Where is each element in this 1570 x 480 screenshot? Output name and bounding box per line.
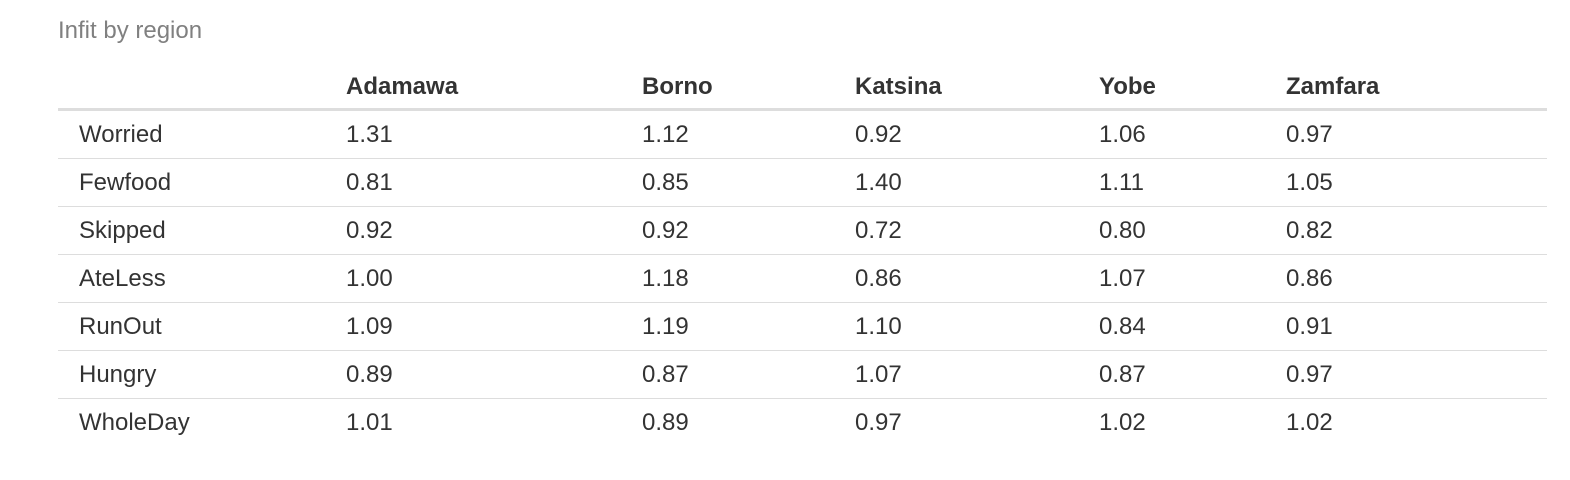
table-cell: 1.06 <box>1099 120 1146 148</box>
row-label: Hungry <box>58 350 346 399</box>
table-cell: 1.19 <box>642 302 855 351</box>
table-cell: 1.07 <box>855 350 1099 399</box>
table-cell: 0.87 <box>642 350 855 399</box>
table-cell: 0.91 <box>1286 302 1547 351</box>
table-cell: 1.31 <box>346 120 393 148</box>
table-cell: 1.00 <box>346 254 642 303</box>
column-header-borno: Borno <box>642 66 855 111</box>
table-cell: 0.92 <box>855 120 902 148</box>
table-row: Hungry 0.89 0.87 1.07 0.87 0.97 <box>58 350 1547 399</box>
table-cell: 1.02 <box>1286 398 1547 446</box>
table-cell: 0.80 <box>1099 206 1286 255</box>
table-cell: 1.02 <box>1099 398 1286 446</box>
table-cell: 0.97 <box>855 398 1099 446</box>
table-row: RunOut 1.09 1.19 1.10 0.84 0.91 <box>58 302 1547 351</box>
table-row: Skipped 0.92 0.92 0.72 0.80 0.82 <box>58 206 1547 255</box>
row-label: Skipped <box>58 206 346 255</box>
table-cell: 1.12 <box>642 120 689 148</box>
table-row: AteLess 1.00 1.18 0.86 1.07 0.86 <box>58 254 1547 303</box>
table-cell: 0.84 <box>1099 302 1286 351</box>
column-header-zamfara: Zamfara <box>1286 66 1547 111</box>
table-cell: 0.85 <box>642 158 855 207</box>
table-cell: 0.92 <box>642 206 855 255</box>
table-header: Adamawa Borno Katsina Yobe Zamfara <box>58 66 1547 111</box>
row-label: Worried <box>79 120 163 148</box>
column-header-katsina: Katsina <box>855 66 1099 111</box>
table-cell: 0.92 <box>346 206 642 255</box>
table-cell: 0.86 <box>855 254 1099 303</box>
table-cell: 0.72 <box>855 206 1099 255</box>
row-label: RunOut <box>58 302 346 351</box>
table-cell: 1.10 <box>855 302 1099 351</box>
table-body: Worried 1.31 1.12 0.92 1.06 0.97 Fewfood… <box>58 110 1547 446</box>
table-cell: 1.40 <box>855 158 1099 207</box>
column-header-adamawa: Adamawa <box>346 66 642 111</box>
table-cell: 1.11 <box>1099 158 1286 207</box>
table-cell: 1.01 <box>346 398 642 446</box>
table-cell: 1.07 <box>1099 254 1286 303</box>
table-row: Fewfood 0.81 0.85 1.40 1.11 1.05 <box>58 158 1547 207</box>
infit-table: Adamawa Borno Katsina Yobe Zamfara Worri… <box>58 66 1547 446</box>
table-cell: 0.89 <box>642 398 855 446</box>
table-cell: 0.82 <box>1286 206 1547 255</box>
table-cell: 1.09 <box>346 302 642 351</box>
row-label: Fewfood <box>58 158 346 207</box>
table-cell: 0.86 <box>1286 254 1547 303</box>
table-row: Worried 1.31 1.12 0.92 1.06 0.97 <box>58 110 1547 159</box>
header-row: Adamawa Borno Katsina Yobe Zamfara <box>58 66 1547 111</box>
table-cell: 1.05 <box>1286 158 1547 207</box>
row-label: WholeDay <box>58 398 346 446</box>
row-label: AteLess <box>58 254 346 303</box>
table-cell: 0.89 <box>346 350 642 399</box>
column-header-empty <box>58 66 346 111</box>
table-caption: Infit by region <box>58 17 203 44</box>
table-row: WholeDay 1.01 0.89 0.97 1.02 1.02 <box>58 398 1547 446</box>
table-cell: 0.87 <box>1099 350 1286 399</box>
table-cell: 0.97 <box>1286 350 1547 399</box>
table-cell: 0.81 <box>346 158 642 207</box>
column-header-yobe: Yobe <box>1099 66 1286 111</box>
table-cell: 1.18 <box>642 254 855 303</box>
table-cell: 0.97 <box>1286 120 1333 148</box>
